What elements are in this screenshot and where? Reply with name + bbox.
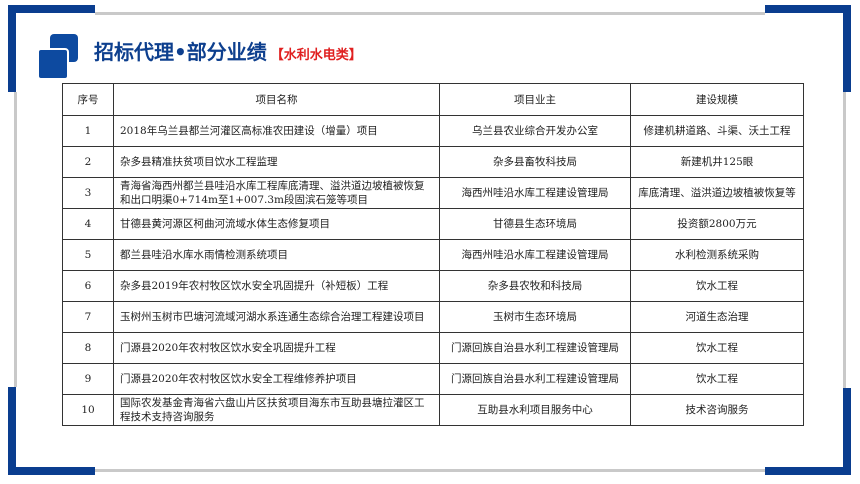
cell-owner: 海西州哇沿水库工程建设管理局 <box>439 177 631 209</box>
cell-project-name: 杂多县精准扶贫项目饮水工程监理 <box>113 146 440 178</box>
cell-scale: 新建机井125眼 <box>630 146 804 178</box>
cell-owner: 乌兰县农业综合开发办公室 <box>439 115 631 147</box>
corner-top-right-v <box>843 5 851 92</box>
cell-project-name: 门源县2020年农村牧区饮水安全工程维修养护项目 <box>113 363 440 395</box>
cell-project-name: 门源县2020年农村牧区饮水安全巩固提升工程 <box>113 332 440 364</box>
table-row: 10 国际农发基金青海省六盘山片区扶贫项目海东市互助县塘拉灌区工程技术支持咨询服务… <box>62 394 804 426</box>
cell-owner: 海西州哇沿水库工程建设管理局 <box>439 239 631 271</box>
cell-no: 8 <box>62 332 114 364</box>
cell-no: 7 <box>62 301 114 333</box>
table-row: 6 杂多县2019年农村牧区饮水安全巩固提升（补短板）工程 杂多县农牧和科技局 饮水工… <box>62 270 804 302</box>
frame-bottom-line <box>95 469 765 472</box>
cell-scale: 技术咨询服务 <box>630 394 804 426</box>
cell-scale: 水利检测系统采购 <box>630 239 804 271</box>
frame-top-line <box>95 12 765 15</box>
cell-no: 4 <box>62 208 114 240</box>
column-header-owner: 项目业主 <box>439 83 631 116</box>
title-category: 【水利水电类】 <box>270 48 362 63</box>
cell-scale: 饮水工程 <box>630 270 804 302</box>
cell-project-name: 国际农发基金青海省六盘山片区扶贫项目海东市互助县塘拉灌区工程技术支持咨询服务 <box>113 394 440 426</box>
column-header-scale: 建设规模 <box>630 83 804 116</box>
table-row: 1 2018年乌兰县都兰河灌区高标准农田建设（增量）项目 乌兰县农业综合开发办公室修… <box>62 115 804 147</box>
cell-owner: 甘德县生态环境局 <box>439 208 631 240</box>
cell-project-name: 甘德县黄河源区柯曲河流域水体生态修复项目 <box>113 208 440 240</box>
cell-project-name: 杂多县2019年农村牧区饮水安全巩固提升（补短板）工程 <box>113 270 440 302</box>
cell-project-name: 都兰县哇沿水库水雨情检测系统项目 <box>113 239 440 271</box>
cell-no: 3 <box>62 177 114 209</box>
cell-scale: 投资额2800万元 <box>630 208 804 240</box>
cell-project-name: 玉树州玉树市巴塘河流域河湖水系连通生态综合治理工程建设项目 <box>113 301 440 333</box>
column-header-name: 项目名称 <box>113 83 440 116</box>
cell-owner: 杂多县畜牧科技局 <box>439 146 631 178</box>
corner-top-right-h <box>765 5 851 13</box>
corner-top-left-v <box>8 5 16 92</box>
logo-square-front-icon <box>37 48 69 80</box>
cell-no: 5 <box>62 239 114 271</box>
cell-owner: 门源回族自治县水利工程建设管理局 <box>439 363 631 395</box>
corner-bottom-left-v <box>8 387 16 475</box>
cell-scale: 库底清理、溢洪道边坡植被恢复等 <box>630 177 804 209</box>
table-row: 5 都兰县哇沿水库水雨情检测系统项目 海西州哇沿水库工程建设管理局 水利检测系统采购 <box>62 239 804 271</box>
cell-owner: 门源回族自治县水利工程建设管理局 <box>439 332 631 364</box>
column-header-no: 序号 <box>62 83 114 116</box>
table-header-row: 序号 项目名称 项目业主 建设规模 <box>62 83 804 116</box>
cell-project-name: 青海省海西州都兰县哇沿水库工程库底清理、溢洪道边坡植被恢复和出口明渠0+714m… <box>113 177 440 209</box>
cell-owner: 玉树市生态环境局 <box>439 301 631 333</box>
page-title: 招标代理•部分业绩 【水利水电类】 <box>94 36 362 65</box>
title-text: 招标代理•部分业绩 <box>94 40 267 64</box>
table-row: 8 门源县2020年农村牧区饮水安全巩固提升工程 门源回族自治县水利工程建设管理局饮… <box>62 332 804 364</box>
table-row: 2 杂多县精准扶贫项目饮水工程监理 杂多县畜牧科技局 新建机井125眼 <box>62 146 804 178</box>
cell-owner: 杂多县农牧和科技局 <box>439 270 631 302</box>
frame-right-line <box>843 92 846 388</box>
cell-no: 9 <box>62 363 114 395</box>
cell-scale: 饮水工程 <box>630 363 804 395</box>
corner-top-left-h <box>8 5 95 13</box>
cell-owner: 互助县水利项目服务中心 <box>439 394 631 426</box>
cell-scale: 饮水工程 <box>630 332 804 364</box>
corner-bottom-right-v <box>843 388 851 475</box>
table-row: 3 青海省海西州都兰县哇沿水库工程库底清理、溢洪道边坡植被恢复和出口明渠0+714… <box>62 177 804 209</box>
cell-no: 10 <box>62 394 114 426</box>
frame-left-line <box>14 92 17 387</box>
cell-no: 6 <box>62 270 114 302</box>
corner-bottom-left-h <box>8 467 95 475</box>
table-row: 9 门源县2020年农村牧区饮水安全工程维修养护项目 门源回族自治县水利工程建设管理… <box>62 363 804 395</box>
cell-no: 1 <box>62 115 114 147</box>
cell-scale: 修建机耕道路、斗渠、沃土工程 <box>630 115 804 147</box>
performance-table: 序号 项目名称 项目业主 建设规模 1 2018年乌兰县都兰河灌区高标准农田建设（… <box>62 83 804 426</box>
table-row: 7 玉树州玉树市巴塘河流域河湖水系连通生态综合治理工程建设项目 玉树市生态环境局 河道… <box>62 301 804 333</box>
cell-scale: 河道生态治理 <box>630 301 804 333</box>
corner-bottom-right-h <box>765 467 851 475</box>
table-row: 4 甘德县黄河源区柯曲河流域水体生态修复项目 甘德县生态环境局 投资额2800万元 <box>62 208 804 240</box>
cell-no: 2 <box>62 146 114 178</box>
cell-project-name: 2018年乌兰县都兰河灌区高标准农田建设（增量）项目 <box>113 115 440 147</box>
